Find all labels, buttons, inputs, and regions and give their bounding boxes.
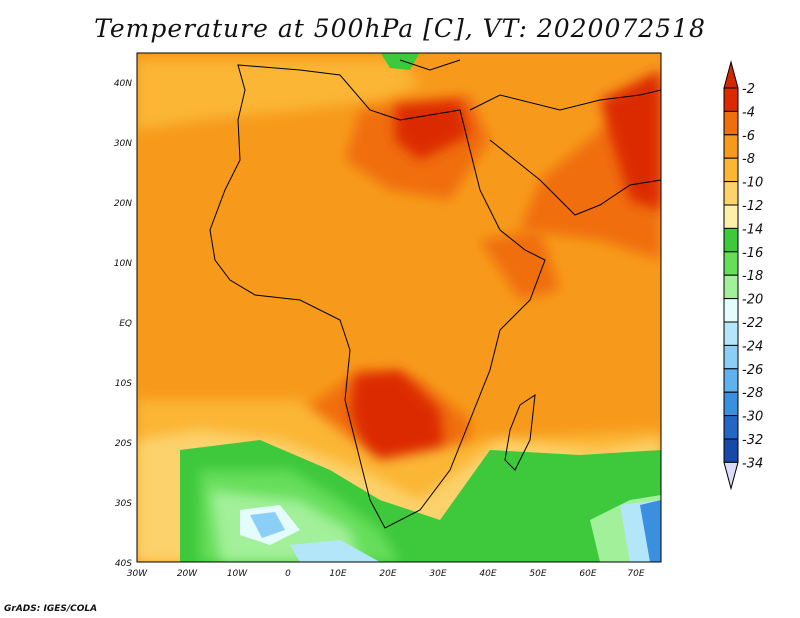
- colorbar-label: -26: [742, 363, 763, 378]
- lon-label: 10E: [329, 569, 346, 579]
- map-title: Temperature at 500hPa [C], VT: 202007251…: [94, 14, 706, 43]
- colorbar-label: -30: [742, 410, 763, 425]
- colorbar-swatch: [723, 438, 739, 463]
- lat-label: 40N: [114, 79, 132, 89]
- colorbar-swatch: [723, 298, 739, 323]
- lon-label: 20E: [379, 569, 396, 579]
- colorbar-swatch: [723, 321, 739, 346]
- colorbar-swatch: [723, 391, 739, 417]
- colorbar-label: -4: [742, 105, 755, 120]
- colorbar-bottom-arrow: [723, 461, 739, 491]
- colorbar-label: -18: [742, 269, 763, 284]
- colorbar-label: -34: [742, 456, 763, 471]
- colorbar-swatch: [723, 251, 739, 276]
- lat-label: 20N: [114, 199, 132, 209]
- lon-label: 40E: [479, 569, 496, 579]
- lat-label: 10S: [115, 379, 132, 389]
- map-frame: [136, 52, 662, 563]
- colorbar-swatch: [723, 110, 739, 136]
- lat-label: 20S: [115, 439, 132, 449]
- lon-label: 30W: [127, 569, 148, 579]
- lon-label: 50E: [529, 569, 546, 579]
- lat-label: 40S: [115, 559, 132, 569]
- colorbar-label: -12: [742, 199, 763, 214]
- colorbar-swatch: [723, 415, 739, 440]
- credit-text: GrADS: IGES/COLA: [4, 604, 98, 614]
- colorbar-label: -2: [742, 82, 755, 97]
- colorbar-label: -16: [742, 246, 763, 261]
- lon-label: 70E: [627, 569, 644, 579]
- lon-label: 10W: [227, 569, 248, 579]
- lon-label: 0: [285, 569, 291, 579]
- colorbar-top-arrow: [723, 60, 739, 89]
- latitude-axis: 40N 30N 20N 10N EQ 10S 20S 30S 40S: [114, 79, 132, 569]
- temperature-field: [137, 53, 661, 562]
- lat-label: 10N: [114, 259, 132, 269]
- colorbar-swatch: [723, 274, 739, 300]
- colorbar-label: -8: [742, 152, 755, 167]
- colorbar-label: -6: [742, 129, 755, 144]
- colorbar-label: -20: [742, 293, 763, 308]
- colorbar-label: -14: [742, 222, 763, 237]
- coastlines: [209, 59, 661, 529]
- lon-label: 60E: [579, 569, 596, 579]
- lat-label: 30N: [114, 139, 132, 149]
- colorbar-swatch: [723, 344, 739, 370]
- colorbar-swatch: [723, 157, 739, 183]
- colorbar-swatch: [723, 87, 739, 112]
- longitude-axis: 30W 20W 10W 0 10E 20E 30E 40E 50E 60E 70…: [127, 569, 645, 579]
- colorbar-swatch: [723, 134, 739, 159]
- colorbar-swatch: [723, 368, 739, 393]
- colorbar-label: -32: [742, 433, 763, 448]
- colorbar-label: -24: [742, 339, 763, 354]
- lon-label: 30E: [429, 569, 446, 579]
- colorbar: -2 -4 -6 -8 -10 -12 -14 -16 -18 -20 -22 -24 -26 -28 -3…: [723, 60, 763, 491]
- colorbar-label: -28: [742, 386, 763, 401]
- colorbar-swatch: [723, 204, 739, 229]
- colorbar-swatch: [723, 227, 739, 253]
- lat-label: EQ: [119, 319, 132, 329]
- colorbar-swatch: [723, 181, 739, 206]
- lat-label: 30S: [115, 499, 132, 509]
- colorbar-label: -22: [742, 316, 763, 331]
- colorbar-label: -10: [742, 176, 763, 191]
- lon-label: 20W: [177, 569, 198, 579]
